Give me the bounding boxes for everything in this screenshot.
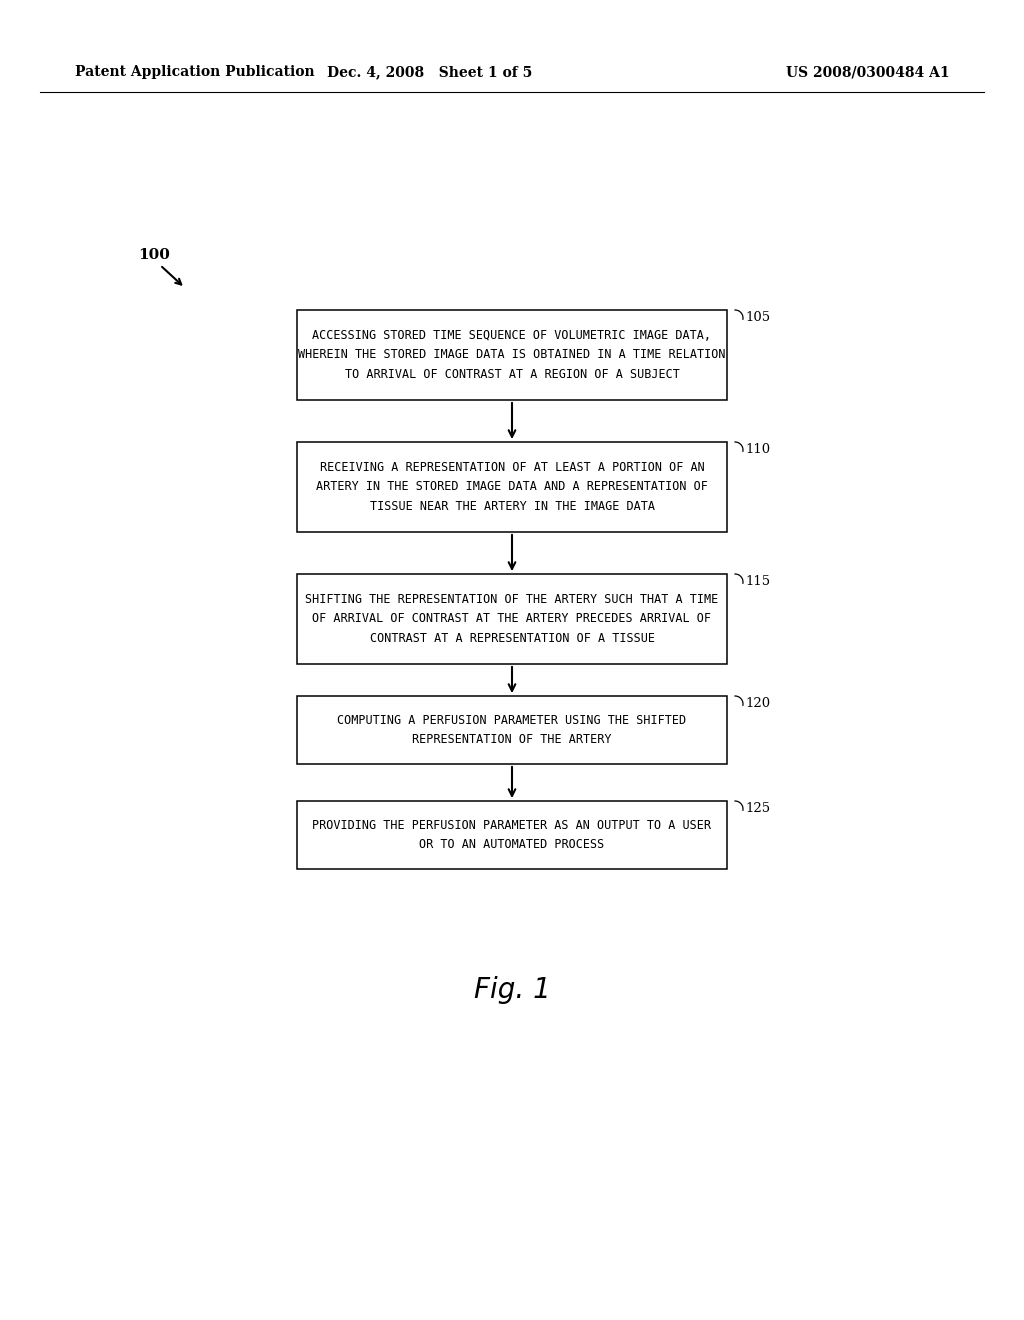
Text: 125: 125 <box>745 803 770 814</box>
Text: Dec. 4, 2008   Sheet 1 of 5: Dec. 4, 2008 Sheet 1 of 5 <box>328 65 532 79</box>
Bar <box>297 696 727 764</box>
Text: COMPUTING A PERFUSION PARAMETER USING THE SHIFTED
REPRESENTATION OF THE ARTERY: COMPUTING A PERFUSION PARAMETER USING TH… <box>338 714 686 746</box>
Text: 105: 105 <box>745 312 770 323</box>
Text: 100: 100 <box>138 248 170 261</box>
Text: RECEIVING A REPRESENTATION OF AT LEAST A PORTION OF AN
ARTERY IN THE STORED IMAG: RECEIVING A REPRESENTATION OF AT LEAST A… <box>316 461 708 513</box>
Bar <box>297 310 727 400</box>
Text: US 2008/0300484 A1: US 2008/0300484 A1 <box>786 65 950 79</box>
Bar <box>297 574 727 664</box>
Text: PROVIDING THE PERFUSION PARAMETER AS AN OUTPUT TO A USER
OR TO AN AUTOMATED PROC: PROVIDING THE PERFUSION PARAMETER AS AN … <box>312 818 712 851</box>
Text: Patent Application Publication: Patent Application Publication <box>75 65 314 79</box>
Text: 110: 110 <box>745 444 770 455</box>
Text: ACCESSING STORED TIME SEQUENCE OF VOLUMETRIC IMAGE DATA,
WHEREIN THE STORED IMAG: ACCESSING STORED TIME SEQUENCE OF VOLUME… <box>298 329 726 381</box>
Text: 115: 115 <box>745 576 770 587</box>
Bar <box>297 442 727 532</box>
Text: SHIFTING THE REPRESENTATION OF THE ARTERY SUCH THAT A TIME
OF ARRIVAL OF CONTRAS: SHIFTING THE REPRESENTATION OF THE ARTER… <box>305 593 719 645</box>
Text: 120: 120 <box>745 697 770 710</box>
Bar <box>297 801 727 869</box>
Text: Fig. 1: Fig. 1 <box>474 975 550 1005</box>
